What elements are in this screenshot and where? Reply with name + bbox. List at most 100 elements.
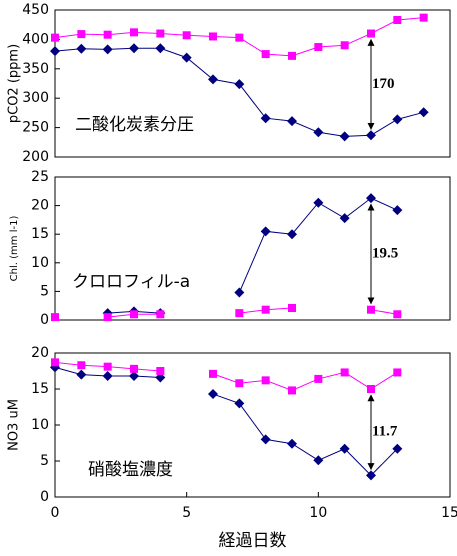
series-line	[370, 309, 398, 315]
point	[181, 52, 192, 63]
y-tick-label: 0	[40, 489, 49, 505]
point	[156, 367, 165, 375]
point	[287, 438, 297, 449]
point	[51, 358, 59, 367]
y-tick-label: 20	[31, 345, 49, 361]
y-axis-label: pCO2 (ppm)	[7, 44, 22, 123]
point	[418, 107, 429, 118]
point	[129, 43, 139, 54]
point	[102, 44, 113, 55]
y-tick-label: 5	[40, 453, 49, 469]
point	[208, 74, 218, 85]
point	[366, 130, 376, 141]
point	[76, 43, 87, 54]
plot-frame	[54, 9, 451, 158]
point	[129, 371, 139, 382]
x-axis-label: 経過日数	[219, 531, 287, 551]
y-axis-label: Chl. (mm l-1)	[9, 216, 20, 282]
point	[419, 13, 428, 22]
point	[288, 386, 296, 395]
point	[287, 116, 297, 127]
point	[234, 79, 245, 90]
point	[340, 41, 349, 50]
point	[392, 205, 403, 216]
point	[339, 443, 350, 454]
point	[287, 229, 297, 240]
plot-frame	[54, 176, 451, 321]
y-tick-label: 20	[31, 198, 49, 214]
point	[51, 313, 59, 322]
point	[260, 113, 271, 124]
point	[76, 369, 87, 380]
point	[392, 114, 403, 125]
point	[208, 389, 218, 400]
y-tick-label: 350	[22, 61, 49, 77]
point	[156, 29, 165, 38]
point	[367, 29, 375, 38]
panel-label: クロロフィル-a	[72, 272, 190, 292]
y-tick-label: 400	[22, 31, 49, 47]
point	[314, 374, 323, 383]
point	[339, 213, 350, 224]
point	[313, 197, 324, 208]
point	[261, 50, 270, 59]
point	[260, 434, 271, 445]
series-line	[212, 371, 398, 391]
point	[51, 33, 59, 42]
y-tick-label: 10	[31, 255, 49, 271]
point	[77, 30, 86, 39]
point	[367, 385, 375, 393]
point	[314, 43, 323, 52]
point	[261, 305, 270, 314]
annotation: 11.7	[372, 424, 398, 440]
point	[340, 368, 349, 377]
point	[103, 313, 112, 322]
point	[103, 30, 112, 39]
point	[130, 364, 138, 373]
y-tick-label: 0	[40, 312, 49, 328]
point	[130, 28, 138, 37]
point	[235, 33, 244, 42]
point	[209, 369, 217, 378]
point	[102, 371, 113, 382]
panel-label: 硝酸塩濃度	[88, 460, 173, 480]
point	[234, 398, 245, 409]
point	[288, 303, 296, 312]
x-tick-label: 10	[309, 505, 327, 521]
point	[367, 305, 375, 314]
x-tick-label: 5	[182, 505, 191, 521]
x-tick-label: 0	[51, 505, 60, 521]
point	[261, 376, 270, 385]
point	[50, 46, 60, 57]
y-tick-label: 5	[40, 283, 49, 299]
y-tick-label: 10	[31, 417, 49, 433]
series-line	[212, 393, 398, 477]
y-tick-label: 15	[31, 381, 49, 397]
point	[77, 361, 86, 370]
point	[313, 127, 324, 138]
point	[235, 379, 244, 388]
annotation: 170	[372, 76, 395, 92]
y-tick-label: 15	[31, 226, 49, 242]
y-tick-label: 250	[22, 120, 49, 136]
point	[288, 51, 296, 60]
point	[392, 443, 403, 454]
point	[156, 310, 165, 319]
y-axis-label: NO3 uM	[7, 399, 22, 451]
point	[209, 32, 217, 41]
point	[260, 226, 271, 237]
point	[366, 470, 376, 481]
x-tick-label: 15	[441, 505, 457, 521]
point	[103, 362, 112, 371]
point	[393, 310, 402, 319]
point	[130, 310, 138, 319]
point	[235, 309, 244, 318]
point	[366, 193, 376, 204]
point	[393, 368, 402, 377]
y-tick-label: 450	[22, 2, 49, 18]
y-tick-label: 25	[31, 169, 49, 185]
panel-label: 二酸化炭素分圧	[75, 115, 194, 135]
point	[313, 455, 324, 466]
